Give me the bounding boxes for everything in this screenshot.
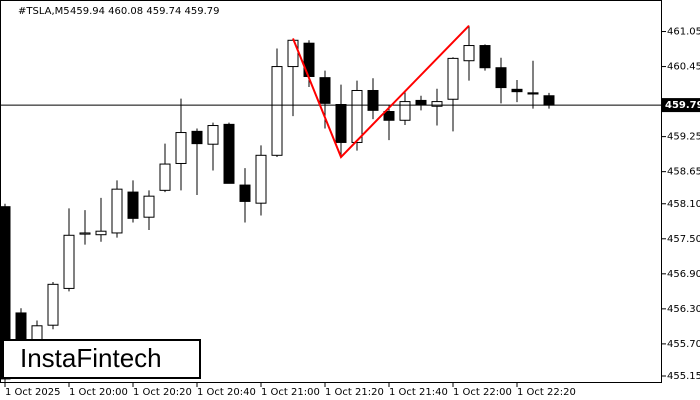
x-tick-label: 1 Oct 20:40 (197, 387, 256, 398)
candle-body (527, 92, 539, 95)
x-tick-label: 1 Oct 2025 (5, 387, 60, 398)
candle-body (239, 184, 251, 202)
x-tick-label: 1 Oct 20:00 (69, 387, 128, 398)
y-tick-label: 455.15 (667, 371, 700, 382)
candle-body (15, 312, 27, 341)
y-tick-label: 460.45 (667, 62, 700, 73)
candle-body (287, 39, 299, 68)
candle-body (223, 123, 235, 184)
candle-body (511, 88, 523, 93)
watermark: InstaFintech (20, 343, 162, 373)
candle-body (399, 101, 411, 121)
candle-body (127, 191, 139, 219)
candle-body (431, 101, 443, 107)
candle-body (479, 45, 491, 69)
candle-body (47, 283, 59, 326)
plot-frame (0, 0, 662, 383)
current-price-box (662, 98, 700, 113)
candle-body (95, 230, 107, 236)
x-tick-label: 1 Oct 22:00 (453, 387, 512, 398)
y-tick-label: 456.90 (667, 269, 700, 280)
x-tick-label: 1 Oct 21:00 (261, 387, 320, 398)
candle-body (143, 195, 155, 218)
candle-body (543, 95, 555, 106)
candle-body (207, 125, 219, 145)
x-tick-label: 1 Oct 21:40 (389, 387, 448, 398)
candle-body (63, 234, 75, 289)
y-tick-label: 458.65 (667, 167, 700, 178)
candle-body (383, 111, 395, 121)
header-values: 459.94 460.08 459.74 459.79 (70, 6, 220, 17)
candle-body (415, 99, 427, 106)
pattern-line (292, 24, 470, 159)
candle-body (319, 77, 331, 104)
candle-body (463, 45, 475, 62)
watermark-box (2, 339, 201, 379)
y-tick-label: 459.25 (667, 132, 700, 143)
y-tick-label: 457.50 (667, 234, 700, 245)
current-price-label: 459.79 (665, 100, 700, 111)
candle-body (495, 67, 507, 89)
x-tick-label: 1 Oct 21:20 (325, 387, 384, 398)
candle-body (191, 130, 203, 145)
candle-body (351, 89, 363, 143)
candle-body (159, 163, 171, 191)
candle-body (271, 66, 283, 156)
chart-title: #TSLA,M5 (18, 6, 70, 17)
y-tick-label: 461.05 (667, 27, 700, 38)
y-tick-label: 458.10 (667, 199, 700, 210)
candle-body (447, 57, 459, 100)
x-tick-label: 1 Oct 22:20 (517, 387, 576, 398)
candle-body (367, 89, 379, 111)
candle-body (335, 104, 347, 143)
y-tick-label: 455.70 (667, 339, 700, 350)
y-tick-label: 456.30 (667, 304, 700, 315)
candle-body (111, 188, 123, 234)
candle-body (79, 232, 91, 235)
x-tick-label: 1 Oct 20:20 (133, 387, 192, 398)
candle-body (175, 132, 187, 164)
candle-body (255, 154, 267, 204)
